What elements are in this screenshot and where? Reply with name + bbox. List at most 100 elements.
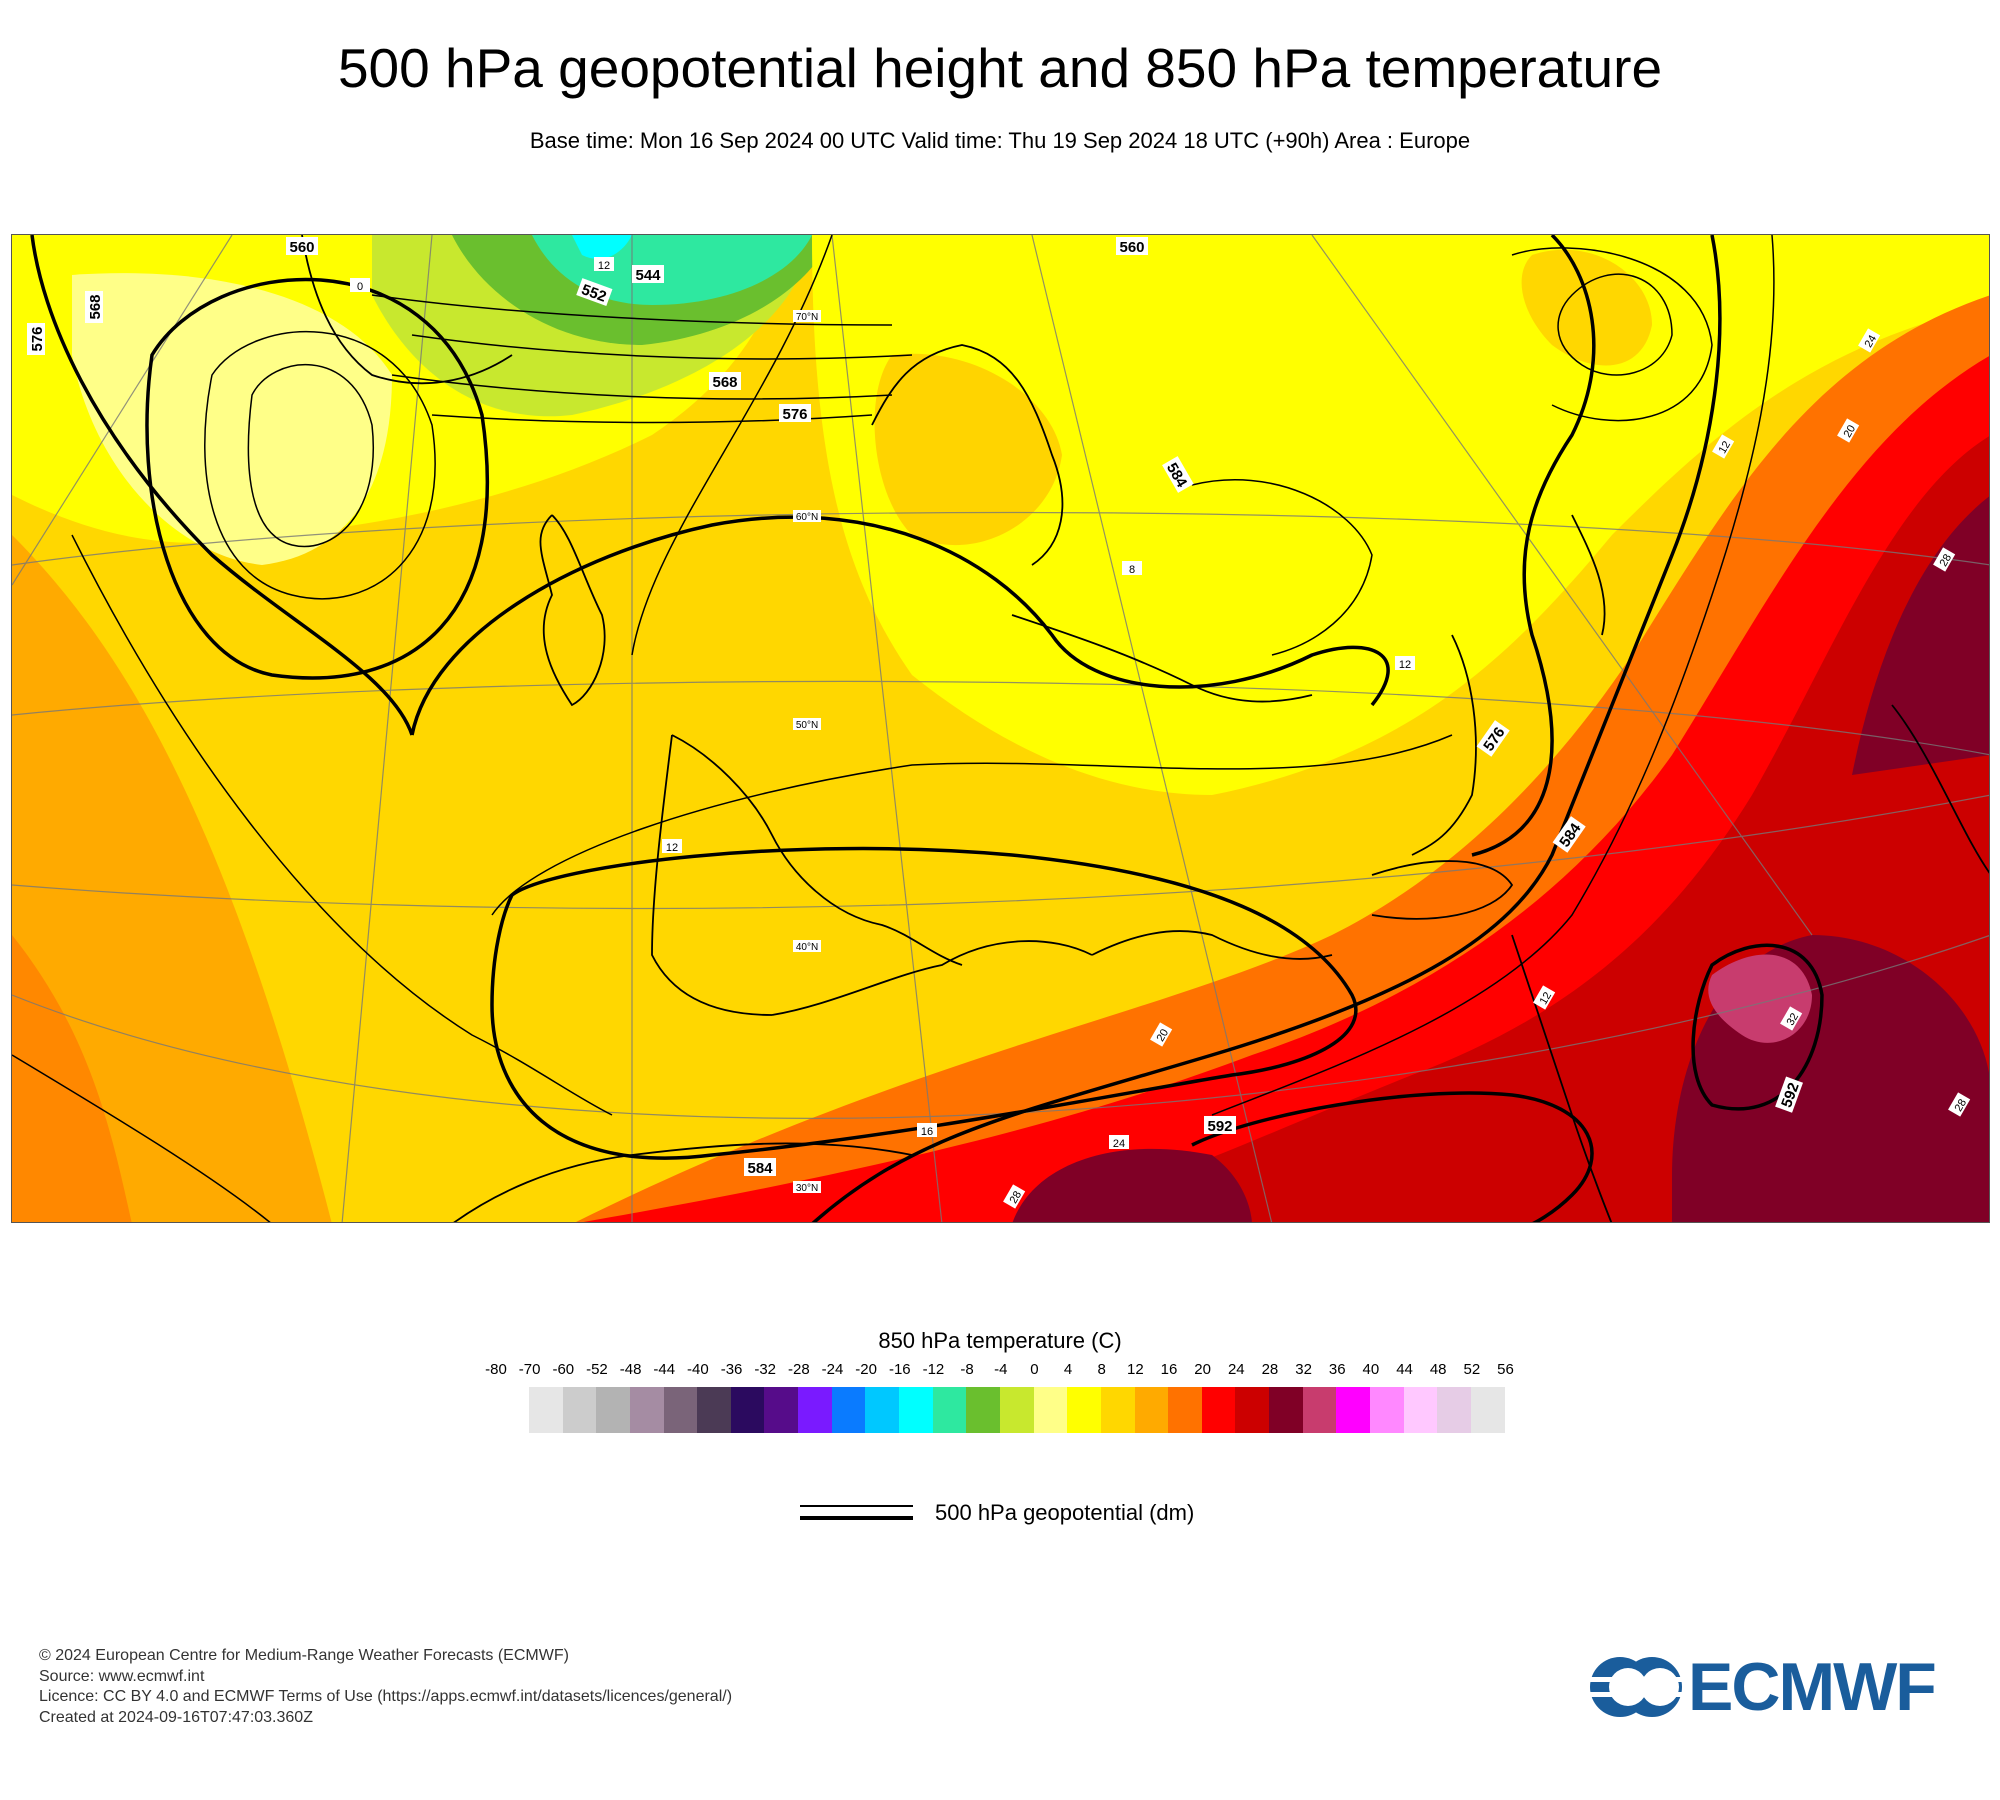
contour-576-central [410, 515, 1390, 736]
contour-label: 568 [712, 374, 737, 391]
colorbar-swatch [529, 1387, 563, 1433]
temp-band-scandinavia-8 [874, 353, 1062, 546]
colorbar-swatch [697, 1387, 731, 1433]
colorbar-tick-label: -32 [754, 1361, 777, 1378]
colorbar-tick-label: 4 [1063, 1361, 1073, 1378]
colorbar-tick-label: -52 [586, 1361, 608, 1378]
contour-label: 568 [87, 294, 104, 319]
temp-label: 12 [1538, 990, 1555, 1007]
colorbar-swatch [1336, 1387, 1371, 1433]
colorbar-tick-label: 36 [1328, 1361, 1346, 1378]
colorbar-tick-label: -12 [922, 1361, 945, 1378]
colorbar-swatch [764, 1387, 799, 1433]
colorbar-swatch [999, 1387, 1034, 1433]
ecmwf-logo-icon [1590, 1657, 1686, 1717]
temp-label: 12 [1717, 439, 1734, 456]
contour-label-group: 560 560 568 568 576 576 576 584 584 584 … [27, 237, 1803, 1177]
contour-atlantic [71, 534, 613, 1116]
colorbar-swatch [629, 1387, 664, 1433]
contour-label: 592 [1207, 1118, 1232, 1135]
contour-fan2 [371, 294, 893, 326]
copyright-text: © 2024 European Centre for Medium-Range … [39, 1647, 569, 1664]
temp-label: 20 [1155, 1027, 1172, 1044]
temp-band-east-4 [812, 235, 1989, 795]
colorbar-swatch [1403, 1387, 1438, 1433]
contour-label: 576 [29, 326, 46, 351]
temp-band-russia-8 [1521, 249, 1652, 366]
temp-label: 12 [666, 842, 678, 854]
colorbar-tick-label: -48 [619, 1361, 642, 1378]
colorbar-tick-label: 20 [1194, 1361, 1211, 1378]
colorbar-tick-label: -8 [960, 1361, 974, 1378]
line-legend-label: 500 hPa geopotential (dm) [935, 1500, 1195, 1525]
colorbar-tick-label: -70 [518, 1361, 541, 1378]
contour-low-greenland-inner [247, 363, 374, 548]
colorbar-swatch [1370, 1387, 1404, 1433]
logo-text: ECMWF [1688, 1649, 1937, 1725]
created-text: Created at 2024-09-16T07:47:03.360Z [39, 1708, 313, 1726]
colorbar-tick-label: 0 [1030, 1361, 1039, 1378]
legend-colorbar [529, 1387, 1505, 1433]
temp-label: 24 [1113, 1138, 1125, 1150]
contour-label: 584 [747, 1160, 773, 1177]
temp-label: 28 [1008, 1189, 1025, 1206]
temp-label: 24 [1863, 333, 1880, 350]
latitude-label: 70°N [796, 312, 818, 323]
colorbar-tick-label: 24 [1227, 1361, 1245, 1378]
temp-label-group: 12 12 12 12 16 20 20 24 24 28 28 28 32 0… [350, 257, 1971, 1209]
contour-592-east [1691, 943, 1824, 1111]
colorbar-swatch [831, 1387, 866, 1433]
colorbar-swatch [1269, 1387, 1303, 1433]
contour-576-west [30, 235, 414, 736]
thick-line-swatch [800, 1516, 913, 1520]
graticule [12, 235, 1989, 1222]
temp-band-africa-28 [1012, 1148, 1252, 1222]
weather-map: 560 560 568 568 576 576 576 584 584 584 … [11, 234, 1990, 1223]
colorbar-tick-label: 32 [1295, 1361, 1312, 1378]
chart-subtitle: Base time: Mon 16 Sep 2024 00 UTC Valid … [529, 128, 1471, 153]
colorbar-swatch [1168, 1387, 1202, 1433]
contour-fan4 [391, 374, 893, 400]
colorbar-swatch [865, 1387, 900, 1433]
contour-fan3 [411, 334, 913, 360]
colorbar-swatch [596, 1387, 630, 1433]
colorbar-swatch [730, 1387, 765, 1433]
temp-label: 16 [921, 1126, 933, 1138]
temp-band-west-8 [12, 535, 332, 1222]
thin-line-swatch [800, 1505, 913, 1507]
colorbar-swatch [562, 1387, 597, 1433]
latitude-label-group: 70°N 60°N 50°N 40°N 30°N [793, 310, 821, 1194]
contour-592-africa [1191, 1091, 1594, 1222]
colorbar-swatch [798, 1387, 832, 1433]
temp-label: 28 [1938, 552, 1955, 569]
contour-580 [491, 734, 1453, 916]
colorbar-tick-label: 16 [1160, 1361, 1178, 1378]
colorbar-swatch [1235, 1387, 1270, 1433]
contour-ridge-east [1191, 478, 1373, 656]
colorbar-tick-label: -4 [994, 1361, 1008, 1378]
contour-label: 544 [635, 267, 661, 284]
temp-band-east-28-north [1852, 496, 1989, 775]
colorbar-tick-label: -36 [720, 1361, 743, 1378]
contour-label: 560 [289, 239, 314, 256]
contour-high-russia-outer [1511, 247, 1713, 422]
colorbar-tick-label: -28 [788, 1361, 810, 1378]
colorbar-swatch [1033, 1387, 1068, 1433]
contour-high-russia [1557, 273, 1673, 376]
temp-label: 8 [1129, 564, 1135, 576]
legend-title: 850 hPa temperature (C) [878, 1328, 1122, 1353]
colorbar-tick-label: 56 [1497, 1361, 1514, 1378]
contour-560-fan1 [631, 235, 833, 656]
temp-label: 20 [1842, 423, 1859, 440]
temp-label: 28 [1953, 1097, 1970, 1114]
contour-fan5 [431, 414, 873, 424]
colorbar-tick-label: 40 [1362, 1361, 1380, 1378]
colorbar-swatch [663, 1387, 698, 1433]
colorbar-tick-label: -60 [552, 1361, 575, 1378]
colorbar-tick-label: -80 [485, 1361, 507, 1378]
contour-label: 560 [1119, 239, 1144, 256]
colorbar-swatch [966, 1387, 1000, 1433]
temp-label: 32 [1785, 1011, 1802, 1028]
colorbar-swatch [1302, 1387, 1337, 1433]
colorbar-tick-label: -20 [855, 1361, 877, 1378]
